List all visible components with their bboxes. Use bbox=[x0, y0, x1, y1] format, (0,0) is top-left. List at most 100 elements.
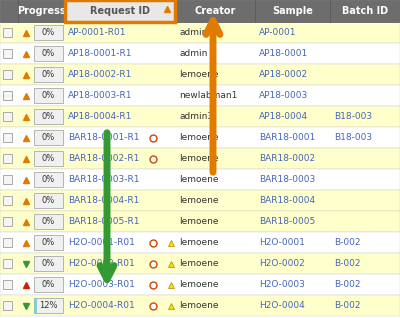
Text: B-002: B-002 bbox=[334, 259, 360, 268]
Bar bbox=[34, 46, 63, 61]
Text: lemoene: lemoene bbox=[179, 154, 218, 163]
Bar bbox=[0, 64, 400, 85]
Text: lemoene: lemoene bbox=[179, 70, 218, 79]
Bar bbox=[0, 85, 400, 106]
Bar bbox=[0, 211, 400, 232]
Bar bbox=[0, 0, 18, 22]
Text: newlabman1: newlabman1 bbox=[179, 91, 237, 100]
Bar bbox=[3, 259, 12, 268]
Text: lemoene: lemoene bbox=[179, 280, 218, 289]
Text: lemoene: lemoene bbox=[179, 133, 218, 142]
Text: H2O-0004: H2O-0004 bbox=[259, 301, 305, 310]
Text: AP18-0003-R1: AP18-0003-R1 bbox=[68, 91, 132, 100]
Text: Sample: Sample bbox=[272, 6, 313, 16]
Text: BAR18-0002-R1: BAR18-0002-R1 bbox=[68, 154, 139, 163]
Text: lemoene: lemoene bbox=[179, 175, 218, 184]
Text: 12%: 12% bbox=[39, 301, 58, 310]
Bar bbox=[3, 301, 12, 310]
Text: Creator: Creator bbox=[194, 6, 236, 16]
Bar bbox=[34, 277, 63, 292]
Bar bbox=[0, 127, 400, 148]
Bar bbox=[34, 214, 63, 229]
Text: 0%: 0% bbox=[42, 259, 55, 268]
Text: 0%: 0% bbox=[42, 133, 55, 142]
Bar bbox=[34, 67, 63, 82]
Text: AP18-0004-R1: AP18-0004-R1 bbox=[68, 112, 132, 121]
Bar bbox=[0, 43, 400, 64]
Bar bbox=[34, 256, 63, 271]
Bar bbox=[34, 193, 63, 208]
Text: AP-0001: AP-0001 bbox=[259, 28, 296, 37]
Bar bbox=[175, 0, 255, 22]
Text: AP18-0001-R1: AP18-0001-R1 bbox=[68, 49, 132, 58]
Text: BAR18-0005: BAR18-0005 bbox=[259, 217, 315, 226]
Bar bbox=[0, 253, 400, 274]
Text: Request ID: Request ID bbox=[90, 6, 150, 16]
Text: 0%: 0% bbox=[42, 28, 55, 37]
Text: AP18-0003: AP18-0003 bbox=[259, 91, 308, 100]
Bar bbox=[3, 49, 12, 58]
Text: AP18-0002: AP18-0002 bbox=[259, 70, 308, 79]
Text: 0%: 0% bbox=[42, 112, 55, 121]
Text: H2O-0002-R01: H2O-0002-R01 bbox=[68, 259, 135, 268]
Bar bbox=[0, 274, 400, 295]
Text: H2O-0003-R01: H2O-0003-R01 bbox=[68, 280, 135, 289]
Text: Batch ID: Batch ID bbox=[342, 6, 388, 16]
Bar bbox=[3, 91, 12, 100]
Bar bbox=[3, 217, 12, 226]
Bar bbox=[34, 172, 63, 187]
Text: admin3: admin3 bbox=[179, 112, 213, 121]
Bar bbox=[330, 0, 400, 22]
Text: BAR18-0004-R1: BAR18-0004-R1 bbox=[68, 196, 139, 205]
Text: H2O-0004-R01: H2O-0004-R01 bbox=[68, 301, 135, 310]
Text: 0%: 0% bbox=[42, 280, 55, 289]
Text: lemoene: lemoene bbox=[179, 196, 218, 205]
Text: lemoene: lemoene bbox=[179, 301, 218, 310]
Text: 0%: 0% bbox=[42, 154, 55, 163]
Bar bbox=[34, 88, 63, 103]
Bar bbox=[34, 235, 63, 250]
Text: BAR18-0003-R1: BAR18-0003-R1 bbox=[68, 175, 140, 184]
Text: H2O-0003: H2O-0003 bbox=[259, 280, 305, 289]
Bar bbox=[0, 232, 400, 253]
Text: 0%: 0% bbox=[42, 91, 55, 100]
Bar bbox=[3, 196, 12, 205]
Text: 0%: 0% bbox=[42, 175, 55, 184]
Bar bbox=[18, 0, 65, 22]
Text: lemoene: lemoene bbox=[179, 217, 218, 226]
Text: 0%: 0% bbox=[42, 70, 55, 79]
Bar bbox=[65, 0, 175, 22]
Bar bbox=[255, 0, 330, 22]
Bar bbox=[34, 109, 63, 124]
Text: B-002: B-002 bbox=[334, 280, 360, 289]
Text: BAR18-0005-R1: BAR18-0005-R1 bbox=[68, 217, 140, 226]
Bar bbox=[34, 130, 63, 145]
Text: AP-0001-R01: AP-0001-R01 bbox=[68, 28, 126, 37]
Text: AP18-0001: AP18-0001 bbox=[259, 49, 308, 58]
Bar bbox=[0, 148, 400, 169]
Text: lemoene: lemoene bbox=[179, 259, 218, 268]
Bar bbox=[3, 28, 12, 37]
Text: admin: admin bbox=[179, 49, 207, 58]
Bar bbox=[3, 154, 12, 163]
Bar bbox=[34, 25, 63, 40]
Text: BAR18-0002: BAR18-0002 bbox=[259, 154, 315, 163]
Bar bbox=[65, 0, 175, 22]
Bar bbox=[3, 133, 12, 142]
Text: AP18-0004: AP18-0004 bbox=[259, 112, 308, 121]
Bar bbox=[34, 151, 63, 166]
Text: 0%: 0% bbox=[42, 49, 55, 58]
Text: 0%: 0% bbox=[42, 238, 55, 247]
Bar bbox=[3, 175, 12, 184]
Bar bbox=[34, 298, 63, 313]
Text: 0%: 0% bbox=[42, 196, 55, 205]
Bar bbox=[34, 298, 38, 313]
Bar bbox=[3, 70, 12, 79]
Text: B-002: B-002 bbox=[334, 238, 360, 247]
Bar bbox=[3, 238, 12, 247]
Text: 0%: 0% bbox=[42, 217, 55, 226]
Text: lemoene: lemoene bbox=[179, 238, 218, 247]
Text: B18-003: B18-003 bbox=[334, 133, 372, 142]
Bar bbox=[3, 280, 12, 289]
Text: BAR18-0004: BAR18-0004 bbox=[259, 196, 315, 205]
